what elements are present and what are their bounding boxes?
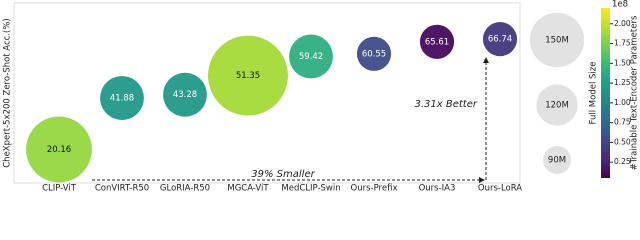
size-legend-label: 90M: [548, 156, 566, 166]
bubble: [419, 24, 455, 59]
bubble: [100, 76, 144, 120]
x-tick-label: Ours-Prefix: [351, 184, 398, 194]
x-tick-label: MedCLIP-Swin: [281, 184, 340, 194]
size-legend-bubble: [529, 12, 585, 68]
size-legend-bubble: [543, 146, 571, 174]
data-label: 41.88: [110, 94, 134, 104]
colorbar-offset: 1e8: [612, 0, 628, 10]
colorbar-tick-label: 2.00: [614, 19, 631, 28]
bubble: [26, 116, 92, 183]
colorbar-tick-label: 0.75: [614, 118, 631, 127]
data-label: 60.55: [362, 49, 386, 59]
bubble: [163, 72, 207, 117]
x-tick-label: MGCA-ViT: [227, 184, 269, 194]
size-legend-title: Full Model Size: [589, 62, 599, 125]
colorbar-tick-label: 0.50: [614, 137, 631, 146]
x-tick-label: ConVIRT-R50: [95, 184, 149, 194]
bubble: [208, 35, 288, 116]
x-tick-label: Ours-LoRA: [478, 184, 522, 194]
colorbar-tick-label: 1.75: [614, 39, 631, 48]
data-label: 20.16: [47, 145, 71, 155]
size-legend-label: 150M: [545, 36, 569, 46]
colorbar-tick-label: 1.25: [614, 78, 631, 87]
plot-frame: [13, 2, 521, 184]
data-label: 43.28: [173, 90, 197, 100]
data-label: 65.61: [425, 37, 449, 47]
data-label: 66.74: [488, 35, 512, 45]
colorbar: [601, 8, 610, 178]
bubble: [289, 34, 333, 79]
x-tick-label: CLIP-ViT: [42, 184, 77, 194]
x-tick-label: GLoRIA-R50: [160, 184, 210, 194]
colorbar-title: #Trainable Text-Encoder Parameters: [630, 15, 640, 170]
annotation: 3.31x Better: [415, 99, 478, 110]
x-tick-label: Ours-IA3: [419, 184, 456, 194]
bubble: [482, 22, 518, 57]
chart: CheXpert-5x200 Zero-Shot Acc.(%) 20.16 41…: [3, 0, 640, 194]
size-legend-bubble: [536, 84, 578, 126]
colorbar-tick-label: 1.50: [614, 58, 631, 67]
size-legend-label: 120M: [545, 101, 569, 111]
colorbar-tick-label: 0.25: [614, 157, 631, 166]
colorbar-tick-label: 1.00: [614, 98, 631, 107]
data-label: 51.35: [236, 71, 260, 81]
annotation: 39% Smaller: [251, 169, 315, 180]
y-axis-label: CheXpert-5x200 Zero-Shot Acc.(%): [3, 18, 13, 168]
bubble: [356, 36, 392, 71]
data-label: 59.42: [299, 52, 323, 62]
